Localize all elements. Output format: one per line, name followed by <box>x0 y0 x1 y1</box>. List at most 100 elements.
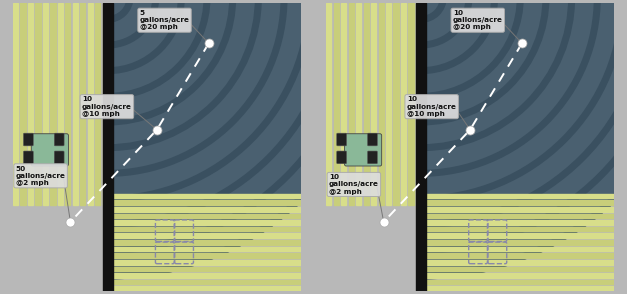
Wedge shape <box>108 0 134 23</box>
Wedge shape <box>421 0 588 164</box>
Bar <box>108 273 301 278</box>
Wedge shape <box>421 0 537 113</box>
Bar <box>80 3 85 205</box>
Wedge shape <box>421 0 549 126</box>
Text: 10
gallons/acre
@20 mph: 10 gallons/acre @20 mph <box>453 10 503 31</box>
Bar <box>13 3 18 205</box>
Bar <box>108 233 301 238</box>
Bar <box>65 3 70 205</box>
Bar <box>421 227 614 231</box>
Bar <box>103 3 113 291</box>
Bar <box>421 280 614 284</box>
Bar <box>416 3 421 205</box>
Wedge shape <box>108 0 146 36</box>
Bar <box>334 3 339 205</box>
Bar <box>421 273 614 278</box>
Bar <box>421 247 614 251</box>
Wedge shape <box>421 0 627 241</box>
Wedge shape <box>108 0 314 203</box>
Bar <box>364 3 369 205</box>
Wedge shape <box>108 0 249 138</box>
Bar <box>35 3 41 205</box>
Wedge shape <box>421 0 627 254</box>
Wedge shape <box>421 0 498 74</box>
Wedge shape <box>108 0 159 49</box>
Bar <box>95 3 100 205</box>
Wedge shape <box>421 0 614 190</box>
Bar <box>108 220 301 225</box>
Text: 10
gallons/acre
@10 mph: 10 gallons/acre @10 mph <box>407 96 456 117</box>
Wedge shape <box>421 0 562 138</box>
Wedge shape <box>421 0 485 61</box>
Wedge shape <box>108 0 236 126</box>
Wedge shape <box>421 0 627 280</box>
Bar <box>423 3 429 205</box>
Wedge shape <box>108 0 172 61</box>
FancyBboxPatch shape <box>23 133 33 146</box>
Bar <box>108 260 301 265</box>
FancyBboxPatch shape <box>337 151 347 164</box>
Wedge shape <box>108 0 390 280</box>
Bar <box>73 3 78 205</box>
Wedge shape <box>108 0 288 177</box>
Text: 10
gallons/acre
@10 mph: 10 gallons/acre @10 mph <box>82 96 132 117</box>
Bar <box>421 240 614 245</box>
Bar <box>386 3 391 205</box>
Bar <box>421 220 614 225</box>
Bar <box>110 3 115 205</box>
Bar <box>108 227 301 231</box>
Bar <box>379 3 384 205</box>
Wedge shape <box>108 0 262 151</box>
Bar <box>371 3 376 205</box>
Bar <box>416 3 426 291</box>
Wedge shape <box>421 0 626 203</box>
Wedge shape <box>108 0 121 10</box>
Wedge shape <box>421 0 434 10</box>
Wedge shape <box>421 0 460 36</box>
FancyBboxPatch shape <box>367 133 377 146</box>
Wedge shape <box>421 0 627 228</box>
Wedge shape <box>421 0 524 100</box>
Bar <box>108 267 301 271</box>
FancyBboxPatch shape <box>23 151 33 164</box>
Wedge shape <box>108 0 300 190</box>
Bar <box>421 233 614 238</box>
Wedge shape <box>108 0 211 100</box>
Wedge shape <box>421 0 601 177</box>
Text: 5
gallons/acre
@20 mph: 5 gallons/acre @20 mph <box>140 10 189 31</box>
Wedge shape <box>421 0 627 216</box>
Bar <box>58 3 63 205</box>
FancyBboxPatch shape <box>55 133 64 146</box>
Wedge shape <box>108 0 377 267</box>
Bar <box>421 213 614 218</box>
Bar <box>108 213 301 218</box>
Bar <box>421 207 614 212</box>
FancyBboxPatch shape <box>55 151 64 164</box>
Bar <box>349 3 354 205</box>
Bar <box>421 253 614 258</box>
Bar <box>108 240 301 245</box>
FancyBboxPatch shape <box>344 134 382 166</box>
Bar <box>394 3 399 205</box>
Bar <box>28 3 33 205</box>
Wedge shape <box>421 0 511 87</box>
Wedge shape <box>108 0 185 74</box>
Wedge shape <box>421 0 627 267</box>
Bar <box>108 200 301 205</box>
Bar <box>108 194 301 198</box>
Wedge shape <box>421 0 627 280</box>
Bar <box>108 253 301 258</box>
Text: 50
gallons/acre
@2 mph: 50 gallons/acre @2 mph <box>16 166 66 186</box>
Bar <box>88 3 93 205</box>
Bar <box>341 3 346 205</box>
Bar <box>421 267 614 271</box>
Bar <box>103 3 108 205</box>
Wedge shape <box>108 0 198 87</box>
FancyBboxPatch shape <box>367 151 377 164</box>
FancyBboxPatch shape <box>31 134 68 166</box>
Bar <box>108 286 301 291</box>
Wedge shape <box>108 0 339 228</box>
Bar <box>356 3 361 205</box>
Wedge shape <box>108 0 364 254</box>
Bar <box>50 3 56 205</box>
